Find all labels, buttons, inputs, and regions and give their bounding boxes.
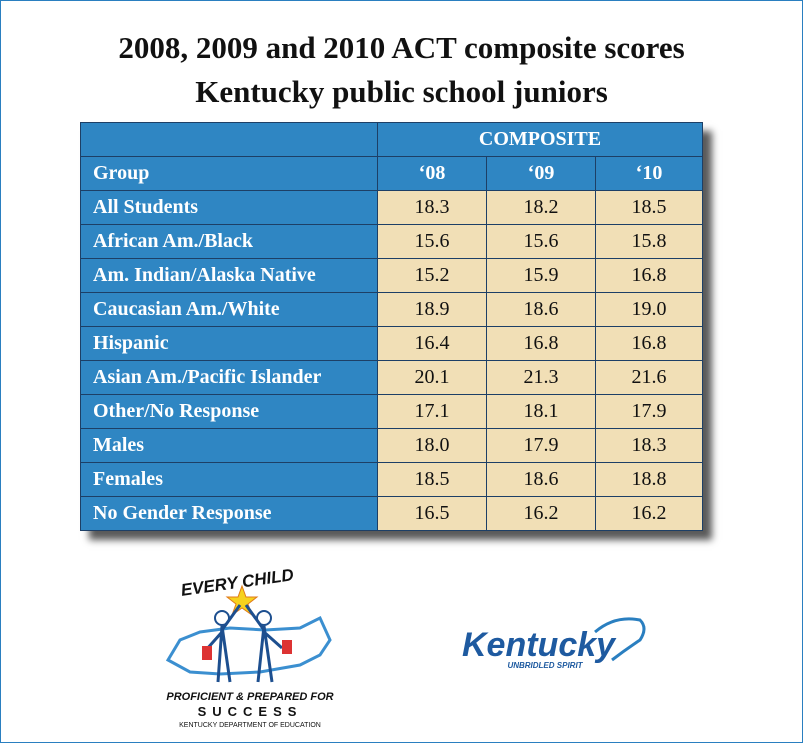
- scores-table: COMPOSITE Group ‘08 ‘09 ‘10 All Students 18.3 1…: [80, 122, 703, 531]
- title: 2008, 2009 and 2010 ACT composite scores: [118, 30, 685, 65]
- group-name: Other/No Response: [80, 394, 378, 429]
- score: 18.5: [595, 190, 703, 225]
- score: 18.9: [377, 292, 487, 327]
- score: 18.6: [486, 292, 596, 327]
- score: 15.6: [377, 224, 487, 259]
- subtitle: Kentucky public school juniors: [195, 74, 608, 109]
- column-header: ‘10: [595, 156, 703, 191]
- header-cell: [80, 122, 378, 157]
- data-row: Males 18.0 17.9 18.3: [80, 428, 703, 463]
- score: 17.1: [377, 394, 487, 429]
- score: 18.0: [377, 428, 487, 463]
- group-name: Females: [80, 462, 378, 497]
- group-name: Caucasian Am./White: [80, 292, 378, 327]
- score: 16.4: [377, 326, 487, 361]
- data-row: No Gender Response 16.5 16.2 16.2: [80, 496, 703, 531]
- score: 16.2: [486, 496, 596, 531]
- data-row: Am. Indian/Alaska Native 15.2 15.9 16.8: [80, 258, 703, 293]
- score: 18.3: [595, 428, 703, 463]
- score: 16.8: [486, 326, 596, 361]
- column-header: ‘08: [377, 156, 487, 191]
- column-header: ‘09: [486, 156, 596, 191]
- group-name: All Students: [80, 190, 378, 225]
- score: 18.2: [486, 190, 596, 225]
- score: 16.2: [595, 496, 703, 531]
- group-name: Am. Indian/Alaska Native: [80, 258, 378, 293]
- data-row: Caucasian Am./White 18.9 18.6 19.0: [80, 292, 703, 327]
- group-name: Asian Am./Pacific Islander: [80, 360, 378, 395]
- score: 16.8: [595, 258, 703, 293]
- score: 15.2: [377, 258, 487, 293]
- data-row: Hispanic 16.4 16.8 16.8: [80, 326, 703, 361]
- column-header: Group: [80, 156, 378, 191]
- header-row: Group ‘08 ‘09 ‘10: [80, 156, 703, 191]
- group-name: Males: [80, 428, 378, 463]
- data-row: Females 18.5 18.6 18.8: [80, 462, 703, 497]
- score: 18.5: [377, 462, 487, 497]
- score: 15.8: [595, 224, 703, 259]
- score: 15.9: [486, 258, 596, 293]
- score: 19.0: [595, 292, 703, 327]
- score: 21.6: [595, 360, 703, 395]
- score: 20.1: [377, 360, 487, 395]
- data-row: African Am./Black 15.6 15.6 15.8: [80, 224, 703, 259]
- score: 15.6: [486, 224, 596, 259]
- score: 18.8: [595, 462, 703, 497]
- score: 18.3: [377, 190, 487, 225]
- data-row: All Students 18.3 18.2 18.5: [80, 190, 703, 225]
- score: 18.6: [486, 462, 596, 497]
- score: 21.3: [486, 360, 596, 395]
- score: 18.1: [486, 394, 596, 429]
- score: 16.5: [377, 496, 487, 531]
- score: 17.9: [595, 394, 703, 429]
- group-name: No Gender Response: [80, 496, 378, 531]
- data-row: Other/No Response 17.1 18.1 17.9: [80, 394, 703, 429]
- group-header: COMPOSITE: [377, 122, 703, 157]
- score: 17.9: [486, 428, 596, 463]
- group-name: Hispanic: [80, 326, 378, 361]
- data-row: Asian Am./Pacific Islander 20.1 21.3 21.6: [80, 360, 703, 395]
- score: 16.8: [595, 326, 703, 361]
- group-name: African Am./Black: [80, 224, 378, 259]
- header-row: COMPOSITE: [80, 122, 703, 157]
